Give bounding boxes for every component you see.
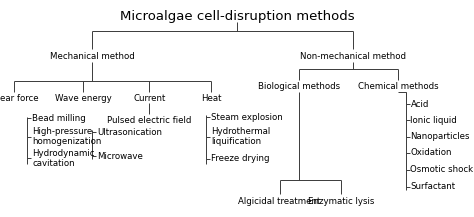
Text: Hydrodynamic
cavitation: Hydrodynamic cavitation — [32, 149, 95, 168]
Text: Ultrasonication: Ultrasonication — [97, 128, 162, 137]
Text: Nanoparticles: Nanoparticles — [410, 132, 470, 141]
Text: Shear force: Shear force — [0, 94, 39, 103]
Text: Algicidal treatment: Algicidal treatment — [238, 197, 321, 206]
Text: Ionic liquid: Ionic liquid — [410, 116, 457, 125]
Text: Steam explosion: Steam explosion — [211, 113, 283, 122]
Text: Wave energy: Wave energy — [55, 94, 111, 103]
Text: High-pressure
homogenization: High-pressure homogenization — [32, 127, 101, 146]
Text: Hydrothermal
liquification: Hydrothermal liquification — [211, 127, 270, 146]
Text: Acid: Acid — [410, 100, 429, 109]
Text: Enzymatic lysis: Enzymatic lysis — [308, 197, 374, 206]
Text: Heat: Heat — [201, 94, 221, 103]
Text: Chemical methods: Chemical methods — [358, 82, 438, 91]
Text: Oxidation: Oxidation — [410, 148, 452, 158]
Text: Non-mechanical method: Non-mechanical method — [300, 52, 406, 61]
Text: Freeze drying: Freeze drying — [211, 154, 269, 163]
Text: Microalgae cell-disruption methods: Microalgae cell-disruption methods — [120, 10, 354, 23]
Text: Pulsed electric field: Pulsed electric field — [107, 116, 191, 125]
Text: Bead milling: Bead milling — [32, 114, 86, 123]
Text: Surfactant: Surfactant — [410, 182, 456, 191]
Text: Microwave: Microwave — [97, 152, 143, 161]
Text: Biological methods: Biological methods — [257, 82, 340, 91]
Text: Osmotic shock: Osmotic shock — [410, 165, 474, 174]
Text: Mechanical method: Mechanical method — [50, 52, 135, 61]
Text: Current: Current — [133, 94, 165, 103]
